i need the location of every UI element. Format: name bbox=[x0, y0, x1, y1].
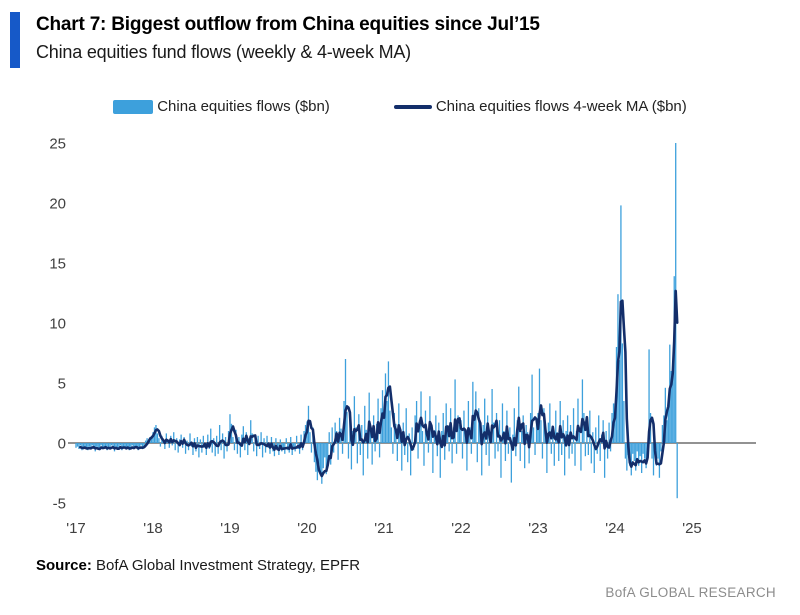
moving-average-line bbox=[79, 289, 679, 478]
y-tick-label: 25 bbox=[49, 136, 66, 153]
accent-bar bbox=[10, 12, 20, 68]
x-tick-label: '21 bbox=[374, 520, 394, 537]
bar-series-swatch-icon bbox=[113, 99, 154, 114]
x-tick-label: '23 bbox=[528, 520, 548, 537]
x-tick-label: '19 bbox=[220, 520, 240, 537]
source-line: Source: BofA Global Investment Strategy,… bbox=[36, 557, 360, 574]
source-text: BofA Global Investment Strategy, EPFR bbox=[91, 557, 361, 574]
legend-item-bars: China equities flows ($bn) bbox=[113, 98, 330, 115]
x-tick-label: '17 bbox=[66, 520, 86, 537]
x-tick-label: '18 bbox=[143, 520, 163, 537]
chart-title: Chart 7: Biggest outflow from China equi… bbox=[36, 14, 540, 35]
y-tick-label: 20 bbox=[49, 196, 66, 213]
y-tick-label: 10 bbox=[49, 316, 66, 333]
legend-item-line: China equities flows 4-week MA ($bn) bbox=[393, 98, 687, 115]
legend-bars-label: China equities flows ($bn) bbox=[157, 98, 330, 115]
legend-line-label: China equities flows 4-week MA ($bn) bbox=[435, 98, 687, 115]
y-tick-label: -5 bbox=[53, 496, 66, 513]
x-tick-label: '24 bbox=[605, 520, 625, 537]
x-tick-label: '20 bbox=[297, 520, 317, 537]
y-tick-label: 15 bbox=[49, 256, 66, 273]
source-label: Source: bbox=[36, 557, 92, 574]
y-tick-label: 0 bbox=[58, 436, 66, 453]
x-tick-label: '22 bbox=[451, 520, 471, 537]
legend: China equities flows ($bn) China equitie… bbox=[0, 98, 800, 115]
chart-subtitle: China equities fund flows (weekly & 4-we… bbox=[36, 42, 411, 62]
y-tick-label: 5 bbox=[58, 376, 66, 393]
x-tick-label: '25 bbox=[682, 520, 702, 537]
brand-text: BofA GLOBAL RESEARCH bbox=[605, 585, 776, 600]
weekly-flow-bars bbox=[75, 143, 678, 499]
line-series-swatch-icon bbox=[393, 104, 432, 109]
